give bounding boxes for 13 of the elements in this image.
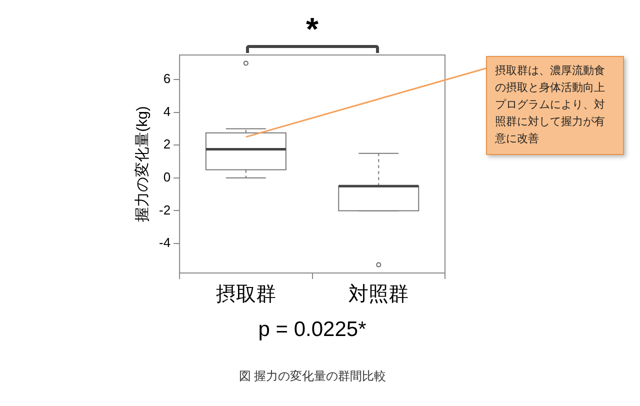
y-tick-label: -2 [158, 202, 171, 218]
text: 図 握力の変化量の群間比較 [238, 368, 387, 385]
x-tick-label: 摂取群 [216, 284, 276, 306]
x-tick-label: 対照群 [348, 284, 409, 306]
y-axis-title: 握力の変化量(kg) [134, 106, 152, 222]
text: * [305, 11, 320, 47]
y-tick-label: -4 [158, 235, 171, 250]
text: p = 0.0225* [257, 318, 368, 342]
y-tick-label: 0 [163, 170, 171, 185]
annotation: 摂取群は、濃厚流動食の摂取と身体活動向上プログラムにより、対照群に対して握力が有意に改善 [486, 56, 624, 155]
y-tick-label: 6 [163, 71, 171, 86]
y-tick-label: 2 [163, 136, 171, 152]
y-tick-label: 4 [163, 104, 171, 119]
